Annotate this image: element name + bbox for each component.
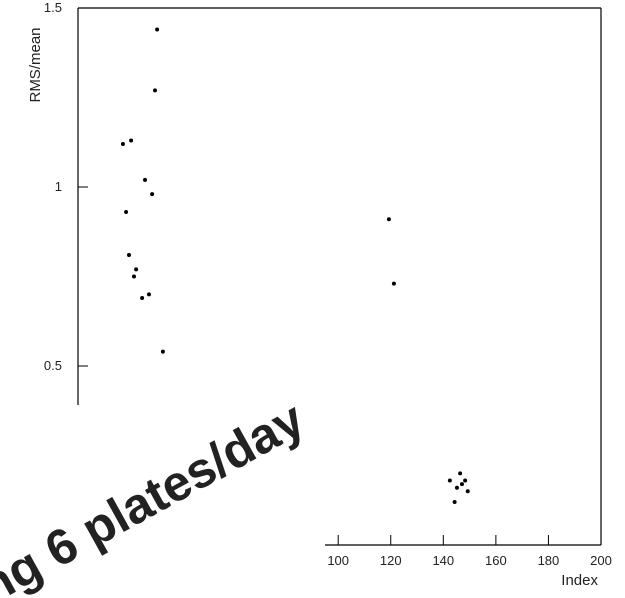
y-axis-title: RMS/mean bbox=[27, 27, 44, 102]
overlay-mask bbox=[0, 405, 325, 598]
point bbox=[120, 142, 125, 147]
point bbox=[131, 274, 136, 279]
x-tick-label: 100 bbox=[327, 553, 349, 568]
point bbox=[459, 482, 464, 487]
x-tick-label: 160 bbox=[485, 553, 507, 568]
point bbox=[129, 138, 134, 143]
point bbox=[458, 471, 463, 476]
point bbox=[140, 295, 145, 300]
x-tick-label: 200 bbox=[590, 553, 612, 568]
y-tick-label: 1.5 bbox=[44, 0, 62, 15]
point bbox=[134, 267, 139, 272]
x-axis-title: Index bbox=[561, 572, 598, 589]
point bbox=[150, 192, 155, 197]
x-tick-label: 180 bbox=[538, 553, 560, 568]
point bbox=[160, 349, 165, 354]
x-tick-label: 140 bbox=[432, 553, 454, 568]
y-tick-label: 0.5 bbox=[44, 358, 62, 373]
y-tick-label: 1 bbox=[55, 179, 62, 194]
point bbox=[126, 253, 131, 258]
point bbox=[465, 489, 470, 494]
point bbox=[391, 281, 396, 286]
x-tick-label: 120 bbox=[380, 553, 402, 568]
point bbox=[124, 210, 129, 215]
point bbox=[153, 88, 158, 93]
point bbox=[146, 292, 151, 297]
point bbox=[143, 177, 148, 182]
point bbox=[447, 478, 452, 483]
point bbox=[452, 500, 457, 505]
point bbox=[454, 485, 459, 490]
point bbox=[463, 478, 468, 483]
point bbox=[386, 217, 391, 222]
point bbox=[155, 27, 160, 32]
